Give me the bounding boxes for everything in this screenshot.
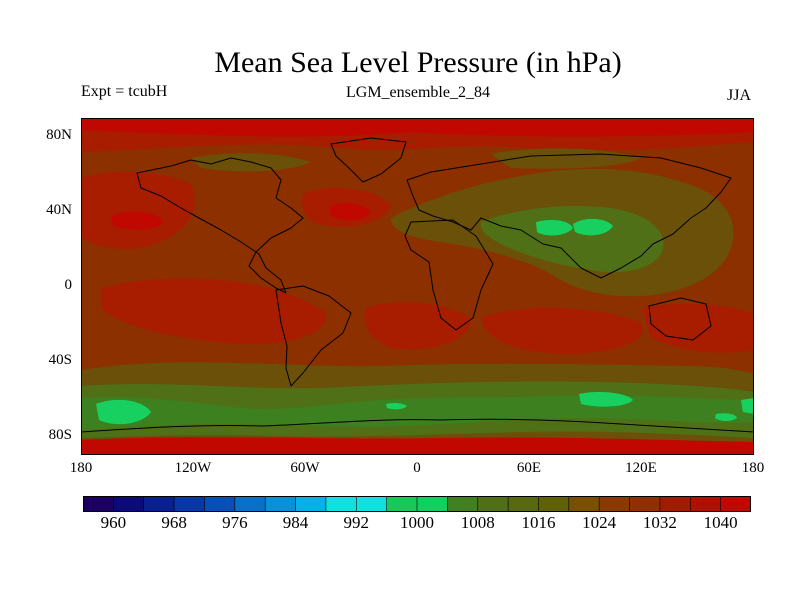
colorbar-cell — [325, 496, 357, 512]
colorbar-cell — [477, 496, 509, 512]
contour-very-high-north-atlantic — [329, 203, 371, 221]
colorbar-cell — [659, 496, 691, 512]
colorbar-cell — [629, 496, 661, 512]
colorbar-cell — [538, 496, 570, 512]
colorbar-tick-label: 1040 — [703, 513, 738, 532]
contour-lowest-tasman — [741, 398, 754, 414]
lat-label-80s: 80S — [48, 427, 72, 443]
colorbar-cell — [264, 496, 297, 512]
colorbar-cell — [689, 496, 722, 512]
contour-lowest-south-indian — [579, 392, 633, 407]
pressure-map — [81, 118, 754, 455]
lon-label-180e: 180 — [741, 460, 765, 476]
north-america-coast — [136, 157, 304, 294]
colorbar-tick-label: 960 — [100, 513, 127, 532]
lon-label-120e: 120E — [625, 460, 657, 476]
contour-lowest-south-pacific — [96, 399, 151, 425]
contour-lowest-tibet — [573, 218, 613, 236]
contour-high-south-indian — [481, 307, 643, 354]
colorbar-cell — [204, 496, 236, 512]
colorbar-tick-label: 1024 — [582, 513, 617, 532]
colorbar-cell — [447, 496, 479, 512]
coastlines — [81, 137, 754, 433]
colorbar-tick-label: 1032 — [642, 513, 677, 532]
ensemble-label: LGM_ensemble_2_84 — [346, 84, 490, 101]
australia-coast — [648, 297, 712, 341]
colorbar-tick-label: 1008 — [460, 513, 495, 532]
contour-low-asia-monsoon — [480, 205, 664, 273]
lat-label-0: 0 — [64, 277, 73, 293]
lon-label-180w: 180 — [69, 460, 93, 476]
contour-lowest-east-pacific — [715, 413, 737, 421]
colorbar-tick-label: 976 — [222, 513, 248, 532]
map-title: Mean Sea Level Pressure (in hPa) — [214, 46, 622, 79]
antarctica-coast — [81, 418, 754, 433]
contour-very-high-arctic — [81, 118, 754, 137]
colorbar-tick-label: 984 — [282, 513, 309, 532]
colorbar-cell — [355, 496, 388, 512]
season-label: JJA — [727, 87, 752, 104]
colorbar-cell — [386, 496, 418, 512]
lon-label-0: 0 — [413, 460, 421, 476]
colorbar-frame — [83, 496, 751, 512]
map-frame — [81, 118, 754, 455]
africa-coast — [404, 219, 494, 331]
colorbar-cell — [83, 496, 115, 512]
colorbar-cell — [598, 496, 631, 512]
colorbar-tick-label: 1016 — [521, 513, 556, 532]
lon-label-60w: 60W — [290, 460, 320, 476]
colorbar-cell — [143, 496, 175, 512]
experiment-label: Expt = tcubH — [81, 83, 168, 100]
contour-very-high-antarctic — [81, 437, 754, 455]
contour-mid-north-europe — [491, 148, 641, 169]
lat-label-80n: 80N — [46, 127, 72, 143]
lat-label-40s: 40S — [48, 352, 72, 368]
lon-label-60e: 60E — [516, 460, 542, 476]
lat-label-40n: 40N — [46, 202, 72, 218]
colorbar-cell — [113, 496, 145, 512]
colorbar-cell — [173, 496, 206, 512]
contour-high-south-pacific — [101, 278, 327, 345]
greenland-coast — [330, 137, 407, 183]
colorbar-tick-label: 992 — [343, 513, 370, 532]
south-america-coast — [275, 285, 352, 387]
contour-high-north-pacific — [81, 171, 195, 250]
colorbar-cell — [295, 496, 327, 512]
contour-lowest-arabia — [536, 220, 573, 236]
colorbar-cell — [568, 496, 600, 512]
lon-label-120w: 120W — [174, 460, 212, 476]
colorbar — [83, 496, 751, 512]
contour-high-south-atlantic — [364, 302, 472, 350]
colorbar-cell — [234, 496, 266, 512]
contour-lowest-south-atlantic — [386, 402, 407, 410]
colorbar-cell — [507, 496, 540, 512]
colorbar-cell — [720, 496, 751, 512]
colorbar-tick-label: 968 — [161, 513, 187, 532]
contour-high-tasman — [641, 303, 754, 353]
contour-very-high-north-pacific — [111, 211, 163, 230]
colorbar-cell — [416, 496, 449, 512]
colorbar-tick-label: 1000 — [400, 513, 434, 532]
